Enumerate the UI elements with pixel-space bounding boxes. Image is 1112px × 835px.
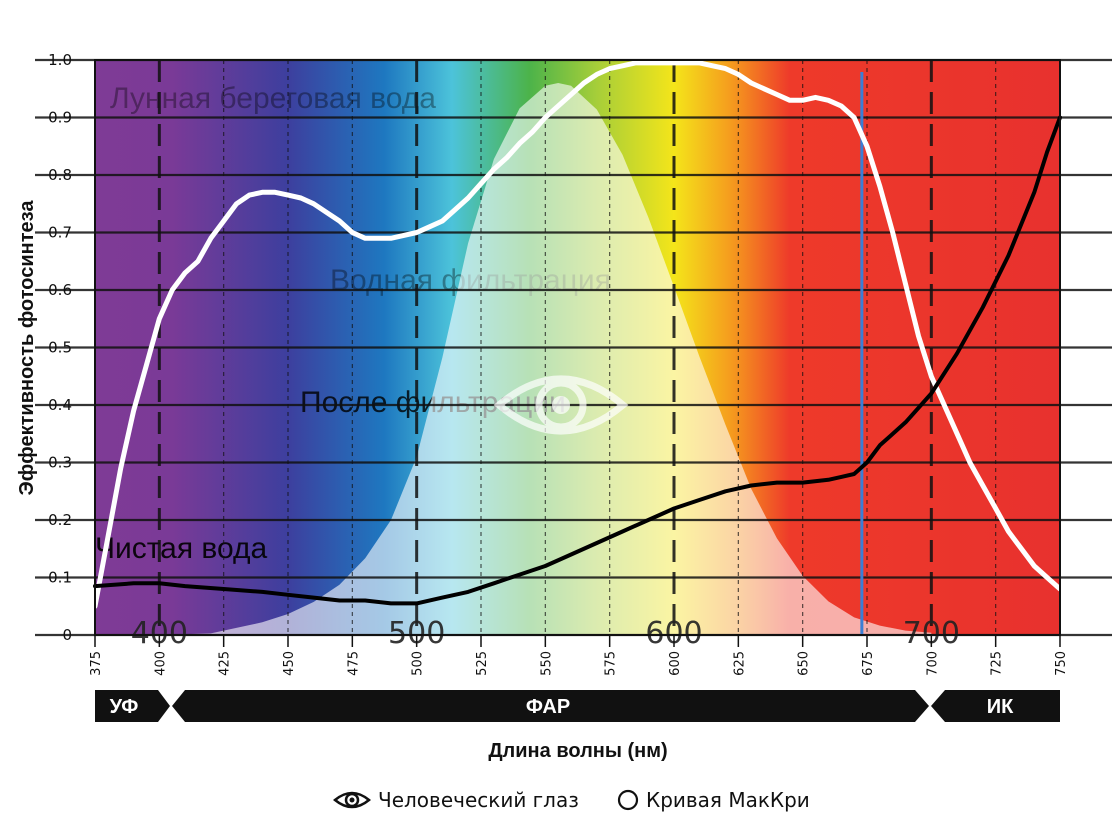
legend-label-human-eye: Человеческий глаз (378, 788, 579, 812)
x-tick-label: 475 (346, 651, 361, 676)
x-axis-title: Длина волны (нм) (488, 740, 667, 762)
y-tick-label: 0.2 (48, 511, 72, 529)
legend: Человеческий глаз Кривая МакКри (333, 788, 810, 812)
x-tick-label: 675 (861, 651, 876, 676)
band-ir (931, 690, 1060, 722)
x-tick-label: 375 (89, 651, 104, 676)
y-tick-labels: 0 0.1 0.2 0.3 0.4 0.5 0.6 0.7 0.8 0.9 1.0 (48, 51, 72, 644)
y-axis-title: Эффективность фотосинтеза (16, 200, 38, 496)
x-tick-label: 700 (925, 651, 940, 676)
big-tick-layer: 400 500 600 700 (131, 616, 960, 651)
overlay-text-shore: Лунная береговая вода (110, 82, 436, 115)
eye-icon (333, 791, 371, 809)
y-tick-label: 0.7 (48, 224, 72, 242)
series-layer (92, 60, 1063, 609)
circle-icon (617, 789, 639, 811)
y-tick-label: 0.6 (48, 281, 72, 299)
y-tick-label: 1.0 (48, 51, 72, 69)
x-tick-label: 525 (475, 651, 490, 676)
x-tick-labels: 375 400 425 450 475 500 525 550 575 600 625 650 675 7… (89, 635, 1069, 676)
y-tick-label: 0.9 (48, 109, 72, 127)
legend-label-mccree: Кривая МакКри (646, 788, 810, 812)
series-human-eye-area (95, 83, 932, 635)
x-tick-label: 650 (797, 651, 812, 676)
x-tick-label: 625 (732, 651, 747, 676)
band-uv-label: УФ (110, 696, 139, 718)
band-par (172, 690, 929, 722)
y-tick-label: 0.3 (48, 454, 72, 472)
x-tick-label: 450 (282, 651, 297, 676)
x-tick-label: 400 (153, 651, 168, 676)
plot-frame (94, 59, 1061, 636)
y-tick-label: 0.4 (48, 396, 72, 414)
y-tick-label: 0.1 (48, 569, 72, 587)
series-mccree-curve (92, 60, 1063, 609)
y-tick-label: 0 (62, 626, 72, 644)
band-ir-label: ИК (987, 696, 1014, 718)
x-tick-label: 500 (411, 651, 426, 676)
x-tick-label: 425 (218, 651, 233, 676)
series-pure-water (93, 115, 1062, 606)
y-tick-label: 0.8 (48, 166, 72, 184)
x-tick-label: 725 (990, 651, 1005, 676)
band-uv (95, 690, 170, 722)
x-tick-label: 550 (539, 651, 554, 676)
band-par-label: ФАР (526, 696, 570, 718)
eye-area-layer (95, 83, 932, 635)
x-tick-label: 575 (604, 651, 619, 676)
center-eye-icon (493, 375, 629, 435)
x-tick-label: 600 (668, 651, 683, 676)
x-tick-label: 750 (1054, 651, 1069, 676)
overlay-text-pure-water: Чистая вода (95, 532, 268, 565)
y-tick-label: 0.5 (48, 339, 72, 357)
band-strip: УФ ФАР ИК (95, 690, 1060, 722)
